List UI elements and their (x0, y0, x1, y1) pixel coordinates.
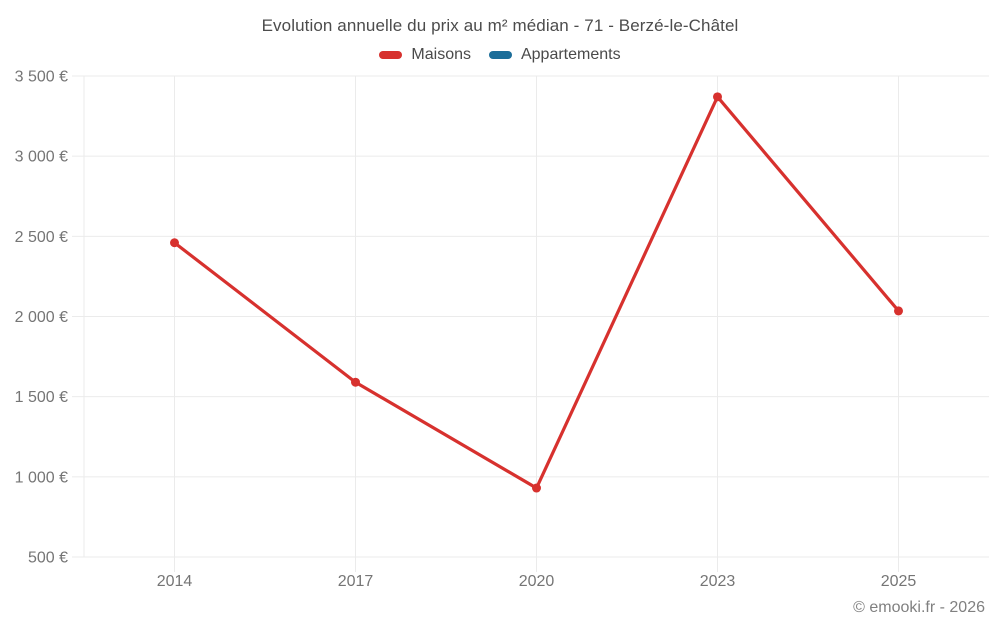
legend-label-maisons: Maisons (411, 46, 471, 63)
chart-legend: Maisons Appartements (0, 45, 1000, 65)
x-tick-label: 2017 (338, 573, 374, 590)
data-point-maisons-2014[interactable] (170, 238, 179, 248)
maisons-series-swatch-icon (379, 51, 403, 59)
x-tick-label: 2014 (157, 573, 193, 590)
y-tick-label: 3 000 € (15, 149, 68, 166)
x-tick-label: 2025 (881, 573, 917, 590)
data-point-maisons-2020[interactable] (532, 483, 541, 493)
copyright-credit: © emooki.fr - 2026 (853, 599, 985, 616)
y-tick-label: 500 € (28, 550, 68, 567)
y-tick-label: 1 500 € (15, 389, 68, 406)
x-tick-label: 2020 (519, 573, 555, 590)
legend-label-appartements: Appartements (520, 46, 621, 63)
data-point-maisons-2023[interactable] (713, 92, 722, 102)
legend-item-maisons[interactable]: Maisons (379, 46, 471, 64)
y-tick-label: 2 000 € (15, 309, 68, 326)
data-point-maisons-2025[interactable] (894, 306, 903, 316)
x-tick-label: 2023 (700, 573, 736, 590)
legend-item-appartements[interactable]: Appartements (488, 46, 621, 64)
chart-title: Evolution annuelle du prix au m² médian … (261, 16, 739, 35)
data-point-maisons-2017[interactable] (351, 377, 360, 387)
y-tick-label: 2 500 € (15, 229, 68, 246)
y-tick-label: 1 000 € (15, 469, 68, 486)
y-tick-label: 3 500 € (15, 69, 68, 86)
appartements-series-swatch-icon (488, 51, 512, 59)
